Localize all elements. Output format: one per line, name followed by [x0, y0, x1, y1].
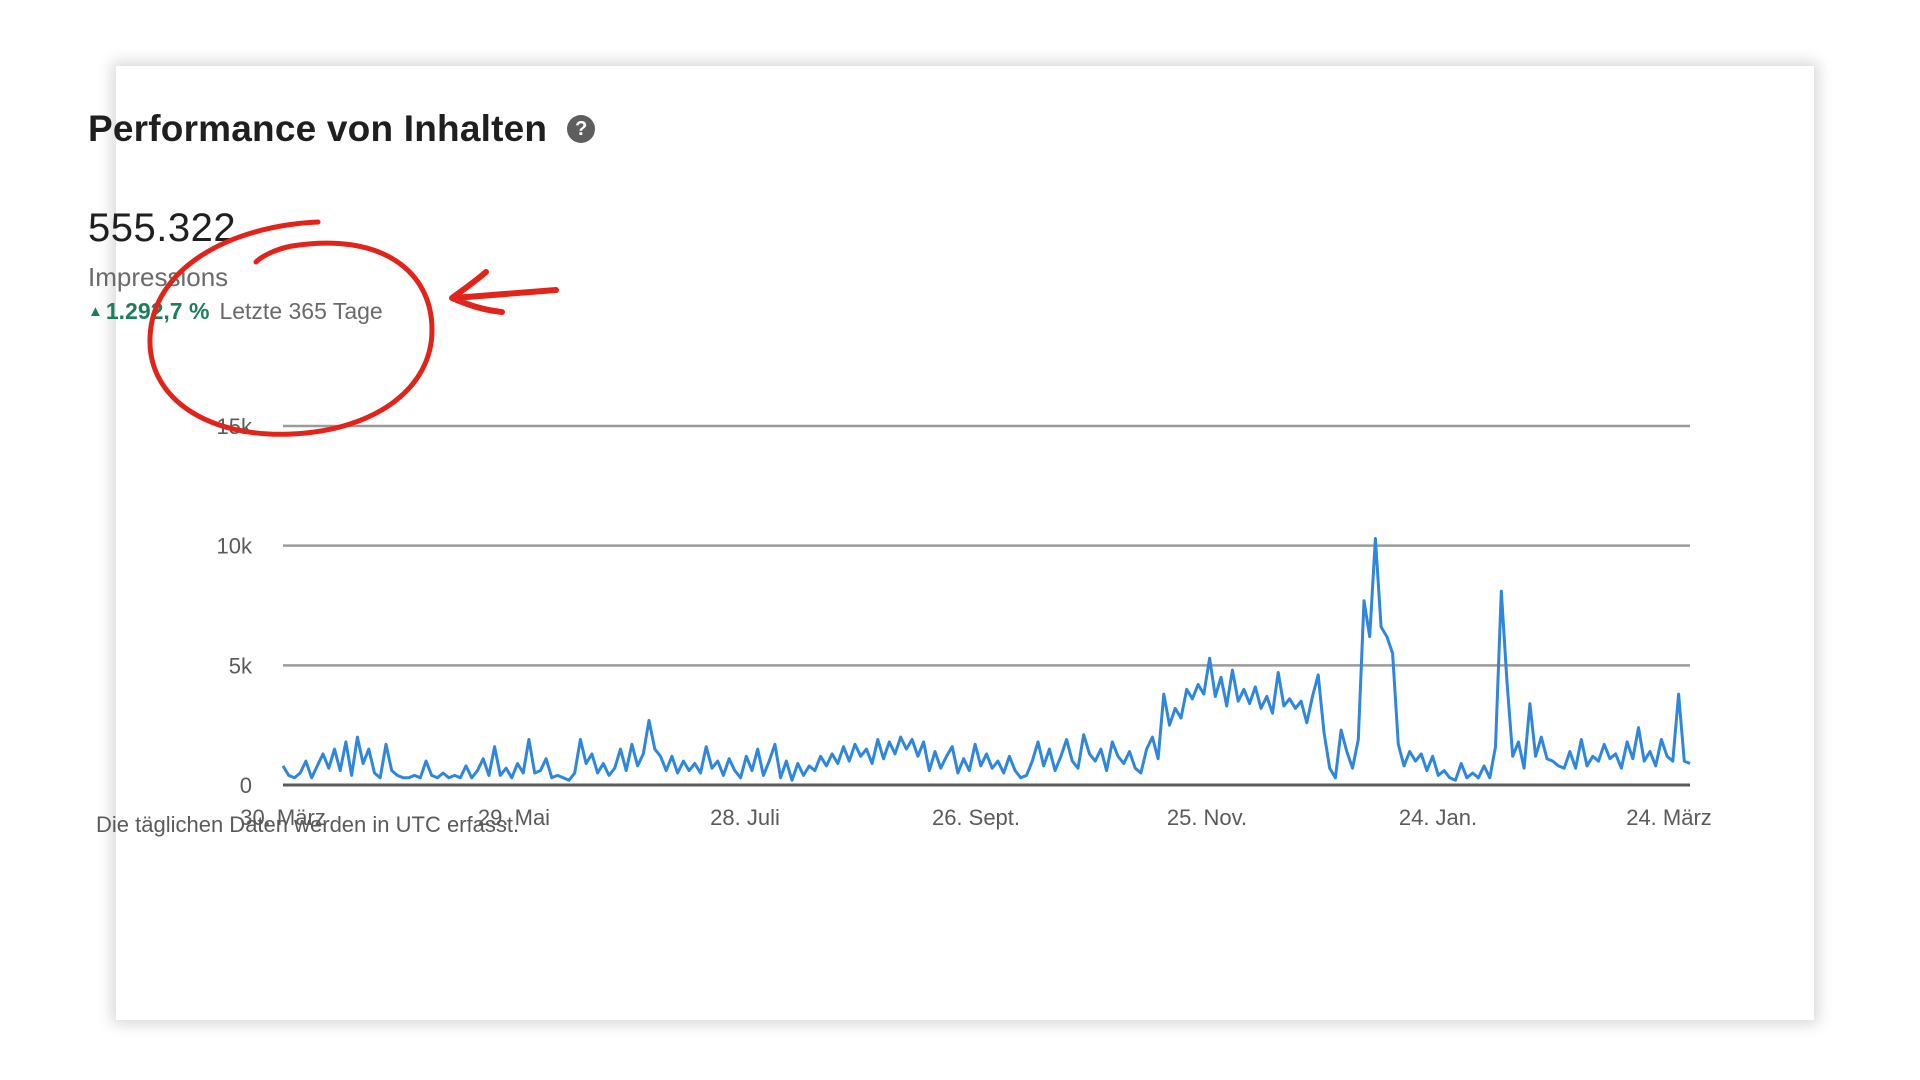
- x-tick-label: 25. Nov.: [1167, 805, 1247, 830]
- x-tick-label: 26. Sept.: [932, 805, 1020, 830]
- y-tick-label: 10k: [217, 534, 253, 559]
- y-tick-label: 5k: [229, 653, 253, 678]
- x-tick-label: 29. Mai: [478, 805, 550, 830]
- impressions-series-line: [281, 537, 1691, 782]
- trend-up-icon: ▲: [88, 303, 103, 320]
- x-tick-label: 24. März: [1626, 805, 1712, 830]
- footer-note: Die täglichen Daten werden in UTC erfass…: [96, 812, 520, 837]
- card-title: Performance von Inhalten: [88, 108, 548, 149]
- y-tick-label: 0: [240, 773, 252, 798]
- card-header: Performance von Inhalten ?: [88, 108, 596, 150]
- y-tick-label: 15k: [217, 414, 253, 439]
- x-tick-label: 28. Juli: [710, 805, 780, 830]
- x-tick-label: 24. Jan.: [1399, 805, 1477, 830]
- question-circle-icon[interactable]: ?: [567, 115, 596, 143]
- x-tick-label: 30. März: [240, 805, 326, 830]
